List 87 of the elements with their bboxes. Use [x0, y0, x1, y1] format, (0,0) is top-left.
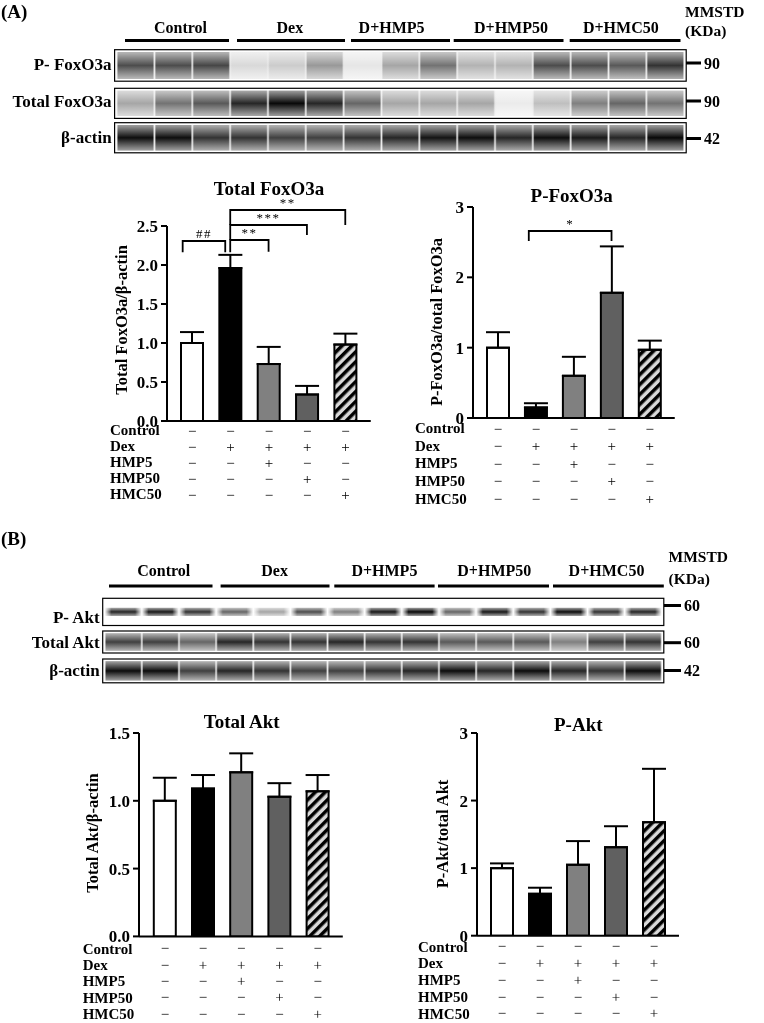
x-tick-label: − + − + −	[607, 420, 616, 507]
y-tick-label: 2.0	[136, 255, 158, 275]
x-tick-label: − − − − −	[160, 940, 170, 1022]
category-label: D+HMP5	[358, 19, 425, 36]
category-label: P- Akt	[52, 607, 100, 627]
x-tick-label: − + − − −	[225, 422, 235, 503]
x-tick-label: − − − − −	[187, 422, 197, 503]
x-tick-label: − + + − −	[569, 420, 578, 507]
x-tick-label: − + − − +	[313, 940, 323, 1022]
category-label: D+HMC50	[568, 562, 645, 580]
y-tick-label: 2.5	[136, 216, 158, 236]
category-label: P- FoxO3a	[33, 55, 112, 74]
text: HMP50	[415, 473, 465, 489]
category-label: β-actin	[61, 128, 112, 147]
text: (A)	[1, 0, 28, 23]
y-tick-label: 1	[459, 859, 469, 879]
y-tick-label: 3	[455, 197, 464, 217]
text: ***	[256, 210, 281, 225]
category-label: Dex	[276, 19, 304, 36]
text: HMP50	[110, 470, 160, 487]
category-label: 42	[684, 662, 700, 679]
text: HMC50	[110, 486, 162, 503]
x-tick-label: − + − − +	[650, 938, 659, 1022]
y-tick-label: 0.5	[109, 859, 131, 879]
x-tick-label: − + − − +	[341, 422, 350, 503]
x-tick-label: − + + − −	[574, 938, 583, 1022]
y-tick-label: 3	[459, 724, 469, 744]
text: MMSTD (KDa)	[685, 2, 745, 40]
category-label: D+HMP5	[351, 562, 418, 580]
y-tick-label: 1.5	[109, 724, 131, 744]
x-tick-label: − + − − +	[645, 420, 654, 507]
category-label: Total Akt	[31, 633, 100, 653]
category-label: 42	[704, 130, 720, 147]
chart-title: P-Akt	[554, 713, 604, 735]
y-tick-label: 2	[455, 268, 464, 288]
category-label: β-actin	[49, 661, 100, 681]
category-label: D+HMP50	[474, 19, 548, 36]
x-tick-label: − + − − −	[199, 940, 208, 1022]
text: HMC50	[82, 1005, 135, 1022]
category-label: Control	[153, 19, 208, 36]
chart-title: P-FoxO3a	[530, 184, 614, 206]
x-tick-label: − + − − −	[536, 938, 545, 1022]
text: Dex	[418, 955, 444, 972]
y-axis-title: P-FoxO3a/total FoxO3a	[427, 237, 447, 407]
x-tick-label: − − − − −	[498, 938, 507, 1022]
y-tick-label: 1.0	[109, 792, 131, 812]
category-label: Dex	[261, 562, 288, 580]
text: HMP5	[110, 454, 153, 471]
annotation: ##	[195, 226, 212, 241]
y-axis-title: Total Akt/β-actin	[83, 773, 103, 893]
x-tick-label: − + − + −	[612, 938, 621, 1022]
text: HMC50	[415, 490, 467, 507]
x-tick-label: − + − + −	[275, 940, 285, 1022]
category-label: D+HMP50	[457, 562, 532, 580]
y-tick-label: 1.0	[136, 333, 158, 353]
text: HMP5	[415, 455, 458, 472]
y-tick-label: 2	[459, 791, 469, 811]
y-axis-title: Total FoxO3a/β-actin	[111, 245, 131, 395]
category-label: Total FoxO3a	[12, 91, 112, 111]
category-label: 90	[704, 92, 720, 110]
text: HMP5	[82, 973, 126, 990]
x-tick-label: − − − − −	[493, 420, 502, 507]
chart-title: Total Akt	[203, 710, 281, 732]
text: Dex	[415, 437, 441, 454]
category-label: 60	[684, 634, 700, 652]
text: HMP5	[418, 972, 461, 989]
x-tick-label: − + − + −	[302, 422, 312, 503]
x-tick-label: − + + − −	[264, 422, 273, 503]
annotation: *	[566, 216, 575, 231]
y-axis-title: P-Akt/total Akt	[433, 779, 453, 889]
x-tick-label: − + − − −	[531, 420, 540, 507]
y-tick-label: 0.5	[136, 372, 158, 392]
category-label: D+HMC50	[582, 19, 659, 36]
category-label: 60	[684, 597, 700, 614]
text: HMP50	[82, 989, 133, 1006]
text: Dex	[82, 957, 109, 973]
y-tick-label: 1	[455, 338, 464, 358]
category-label: Control	[137, 562, 191, 580]
y-tick-label: 1.5	[136, 294, 158, 314]
x-tick-label: − + + − −	[237, 940, 246, 1022]
text: HMP50	[418, 988, 468, 1005]
text: Dex	[110, 438, 136, 455]
text: (B)	[1, 527, 27, 550]
text: MMSTD (KDa)	[668, 547, 729, 588]
category-label: 90	[704, 54, 720, 72]
annotation: **	[241, 225, 258, 240]
text: HMC50	[418, 1005, 470, 1022]
